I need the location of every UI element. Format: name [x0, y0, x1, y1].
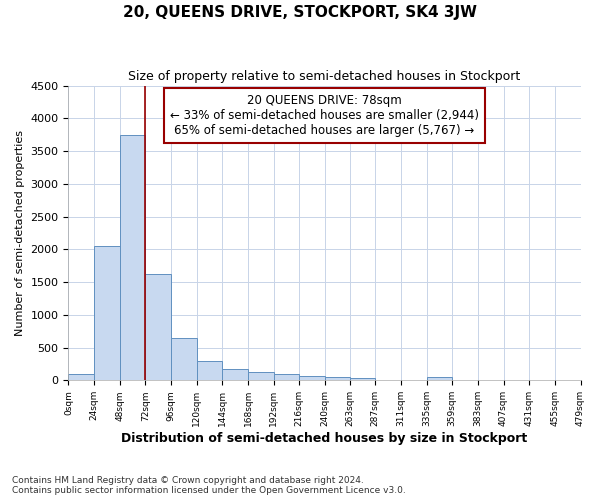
Title: Size of property relative to semi-detached houses in Stockport: Size of property relative to semi-detach…: [128, 70, 521, 83]
X-axis label: Distribution of semi-detached houses by size in Stockport: Distribution of semi-detached houses by …: [121, 432, 527, 445]
Bar: [94, 246, 120, 380]
Bar: [171, 338, 197, 380]
Text: Contains HM Land Registry data © Crown copyright and database right 2024.
Contai: Contains HM Land Registry data © Crown c…: [12, 476, 406, 495]
Bar: [197, 362, 223, 380]
Bar: [68, 374, 94, 380]
Y-axis label: Number of semi-detached properties: Number of semi-detached properties: [15, 130, 25, 336]
Bar: [274, 374, 299, 380]
Bar: [120, 134, 145, 380]
Bar: [248, 372, 274, 380]
Text: 20 QUEENS DRIVE: 78sqm
← 33% of semi-detached houses are smaller (2,944)
65% of : 20 QUEENS DRIVE: 78sqm ← 33% of semi-det…: [170, 94, 479, 138]
Bar: [299, 376, 325, 380]
Bar: [325, 378, 350, 380]
Bar: [223, 369, 248, 380]
Bar: [145, 274, 171, 380]
Text: 20, QUEENS DRIVE, STOCKPORT, SK4 3JW: 20, QUEENS DRIVE, STOCKPORT, SK4 3JW: [123, 5, 477, 20]
Bar: [350, 378, 375, 380]
Bar: [427, 377, 452, 380]
